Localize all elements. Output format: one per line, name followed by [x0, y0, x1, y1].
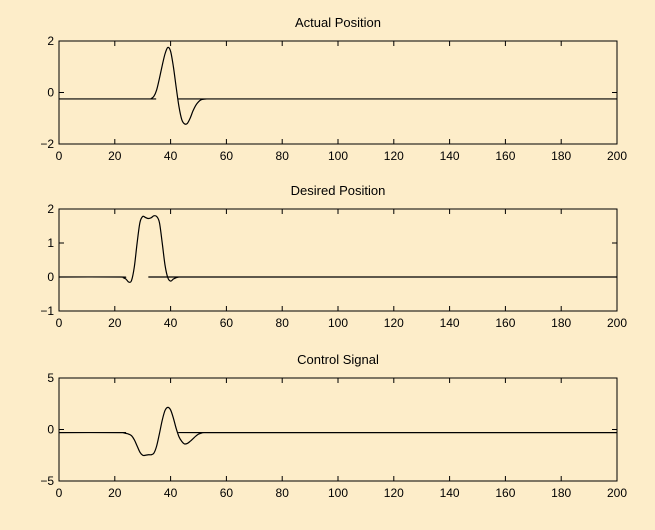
subplot-actual-position: Actual Position 0 20 40 60 80 100 120 140 160 180… [40, 15, 627, 163]
x-tick-label: 0 [56, 316, 63, 330]
y-tick-label: −1 [40, 304, 54, 318]
x-tick-label: 40 [164, 316, 178, 330]
x-tick-label: 40 [164, 486, 178, 500]
x-tick-label: 20 [108, 486, 122, 500]
x-tick-label: 140 [440, 149, 460, 163]
y-tick-label: 5 [47, 371, 54, 385]
subplot-control-signal: Control Signal 0 20 40 60 80 100 120 140 160 180 2… [40, 352, 627, 500]
ticks-group: 0 20 40 60 80 100 120 140 160 180 200−505 [40, 371, 627, 500]
x-tick-label: 0 [56, 486, 63, 500]
axes-frame [58, 40, 618, 145]
x-tick-label: 160 [495, 149, 515, 163]
ticks-group: 0 20 40 60 80 100 120 140 160 180 200−202 [40, 34, 627, 163]
x-tick-label: 180 [551, 149, 571, 163]
x-tick-label: 160 [495, 316, 515, 330]
y-tick-label: −5 [40, 474, 54, 488]
x-tick-label: 40 [164, 149, 178, 163]
x-tick-label: 60 [220, 486, 234, 500]
x-tick-label: 100 [328, 486, 348, 500]
x-tick-label: 60 [220, 149, 234, 163]
x-tick-label: 20 [108, 316, 122, 330]
x-tick-label: 140 [440, 316, 460, 330]
y-tick-label: 0 [47, 270, 54, 284]
y-tick-label: 2 [47, 202, 54, 216]
y-tick-label: 0 [47, 86, 54, 100]
x-tick-label: 200 [607, 486, 627, 500]
x-tick-label: 120 [384, 486, 404, 500]
subplot-title: Control Signal [297, 352, 379, 367]
y-tick-label: 0 [47, 423, 54, 437]
axes-frame [58, 377, 618, 482]
x-tick-label: 100 [328, 149, 348, 163]
y-tick-label: 1 [47, 236, 54, 250]
x-tick-label: 20 [108, 149, 122, 163]
x-tick-label: 200 [607, 316, 627, 330]
x-tick-label: 180 [551, 486, 571, 500]
x-tick-label: 0 [56, 149, 63, 163]
x-tick-label: 120 [384, 316, 404, 330]
subplot-title: Desired Position [291, 183, 386, 198]
x-tick-label: 140 [440, 486, 460, 500]
x-tick-label: 80 [276, 149, 290, 163]
y-tick-label: 2 [47, 34, 54, 48]
x-tick-label: 80 [276, 486, 290, 500]
subplot-desired-position: Desired Position 0 20 40 60 80 100 120 140 160 18… [40, 183, 627, 330]
x-tick-label: 60 [220, 316, 234, 330]
series-line [58, 46, 617, 125]
axes-frame [58, 208, 618, 312]
y-tick-label: −2 [40, 137, 54, 151]
subplot-title: Actual Position [295, 15, 381, 30]
x-tick-label: 80 [276, 316, 290, 330]
x-tick-label: 160 [495, 486, 515, 500]
x-tick-label: 200 [607, 149, 627, 163]
series-line [58, 406, 617, 457]
x-tick-label: 100 [328, 316, 348, 330]
series-line [58, 215, 617, 283]
x-tick-label: 180 [551, 316, 571, 330]
x-tick-label: 120 [384, 149, 404, 163]
